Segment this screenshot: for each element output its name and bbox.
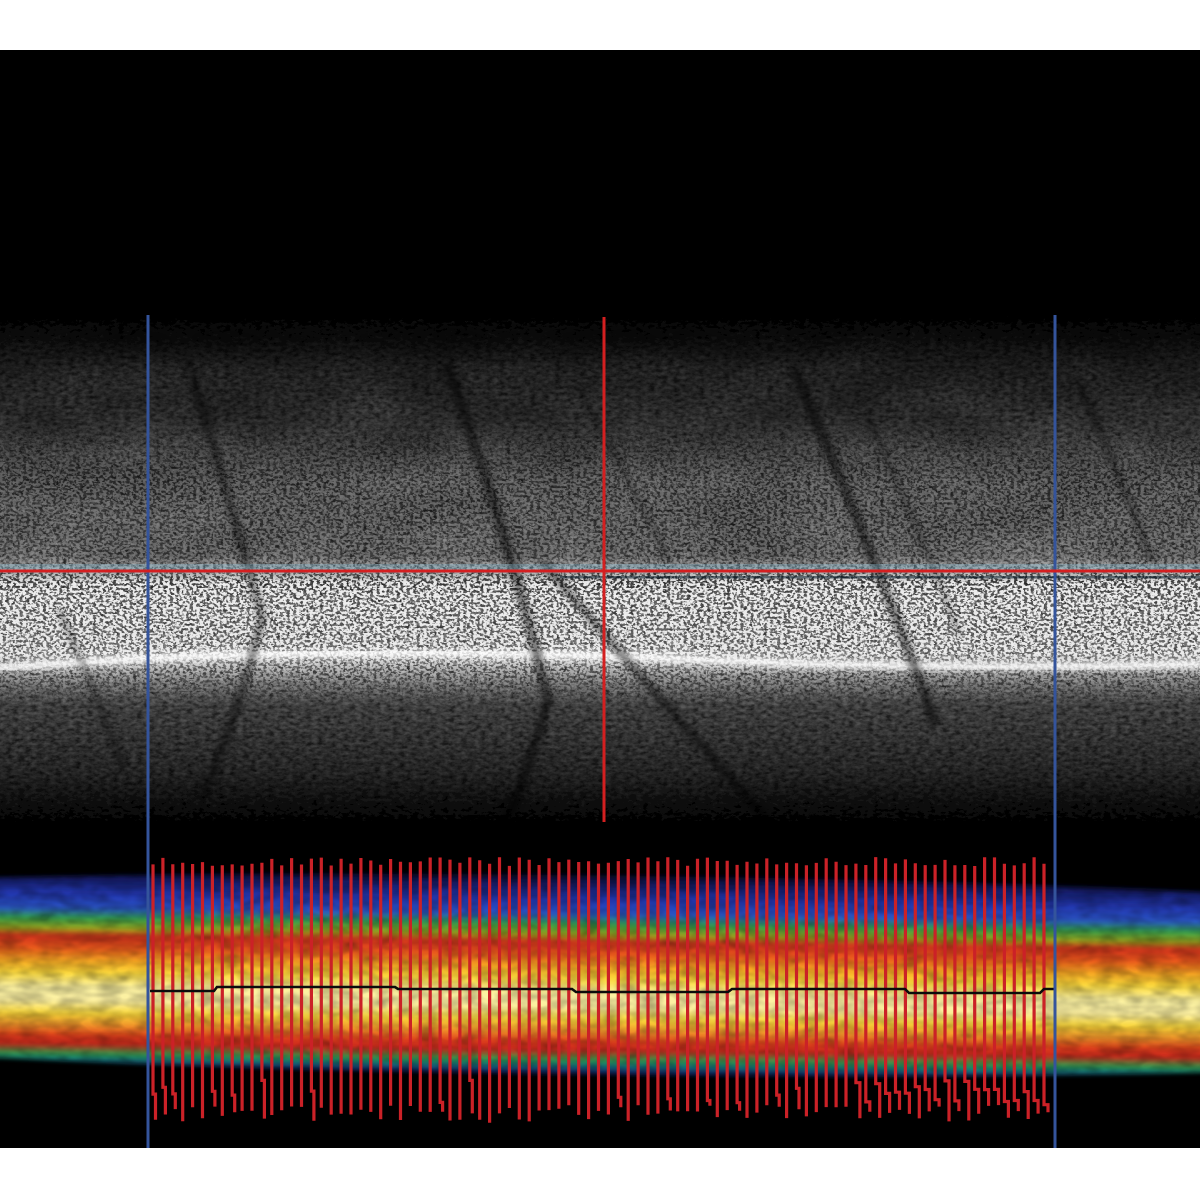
scratch-mark	[1074, 378, 1156, 564]
comb-tick	[309, 858, 316, 1121]
comb-tick	[884, 858, 892, 1113]
scratch-mark	[790, 367, 939, 727]
comb-tick	[854, 863, 862, 1119]
comb-tick	[933, 864, 941, 1107]
comb-tick	[893, 863, 902, 1110]
comb-tick	[775, 864, 781, 1107]
comb-tick	[666, 857, 672, 1111]
comb-tick	[963, 865, 971, 1121]
comb-tick	[1002, 863, 1010, 1118]
comb-tick	[735, 864, 742, 1111]
scratch-mark	[56, 608, 126, 768]
comb-tick	[1022, 863, 1030, 1119]
comb-tick	[230, 864, 237, 1113]
comb-tick	[171, 864, 177, 1110]
scan-sparkle-upper	[0, 418, 1200, 578]
scratch-mark	[865, 417, 961, 635]
comb-tick	[874, 857, 882, 1118]
comb-tick	[1042, 863, 1050, 1113]
dark-underline	[560, 576, 1200, 579]
comb-tick	[161, 857, 167, 1115]
comb-tick	[953, 865, 961, 1112]
comb-tick	[794, 863, 801, 1110]
scratch-mark	[443, 363, 554, 841]
comb-tick	[151, 864, 158, 1120]
scratch-mark	[183, 357, 267, 797]
scratch-mark	[540, 560, 783, 837]
comb-tick	[923, 865, 931, 1112]
comb-tick	[705, 857, 712, 1106]
comb-tick	[913, 863, 921, 1119]
cyan-highlight-line	[0, 564, 1200, 573]
cursor-overlay	[0, 315, 1200, 1148]
comb-tick	[864, 865, 872, 1112]
scan-scratches	[56, 357, 1156, 841]
comb-tick	[973, 866, 981, 1114]
comb-tick	[468, 857, 474, 1114]
scan-bright-streak	[0, 645, 1200, 676]
grayscale-scan-image	[0, 312, 1200, 841]
comb-tick	[260, 862, 266, 1119]
comb-tick	[903, 859, 911, 1114]
frame-strip-top	[0, 0, 1200, 50]
scratch-mark	[575, 385, 671, 563]
comb-tick	[438, 857, 445, 1112]
comb-tick	[210, 865, 217, 1107]
comb-tick	[943, 859, 951, 1122]
comb-tick	[983, 857, 991, 1106]
centroid-trace	[150, 985, 1054, 995]
comb-tick	[616, 861, 623, 1108]
comb-tick	[992, 857, 1001, 1106]
frame-strip-bottom	[0, 1148, 1200, 1200]
comb-tick	[1032, 857, 1040, 1114]
comb-tick	[1012, 865, 1020, 1112]
